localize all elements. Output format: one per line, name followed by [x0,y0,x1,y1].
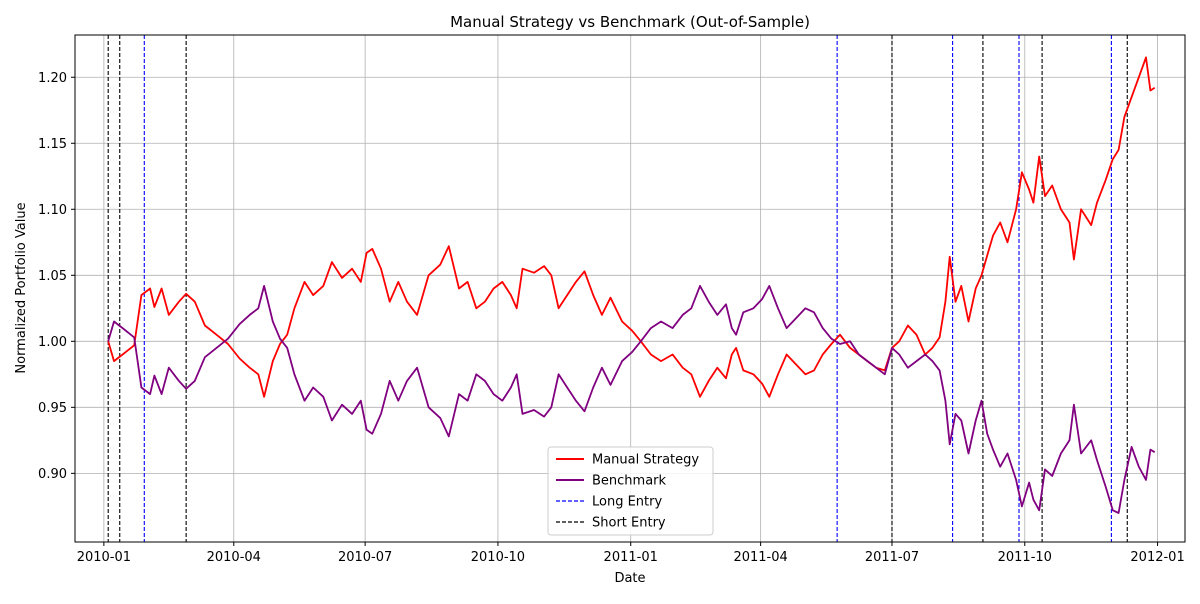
x-tick-label: 2011-01 [604,550,658,565]
x-tick-label: 2010-10 [471,550,525,565]
y-tick-label: 1.05 [38,269,67,284]
legend-label: Long Entry [592,495,662,510]
legend: Manual Strategy Benchmark Long Entry Short … [547,446,714,536]
plot-frame [74,34,1186,543]
manual-strategy-line [107,56,1156,398]
legend-label: Benchmark [592,474,667,489]
x-tick-label: 2011-07 [865,550,919,565]
y-tick-label: 0.90 [38,467,67,482]
entry-lines [107,35,1128,542]
x-tick-label: 2010-01 [77,550,131,565]
x-tick-label: 2011-04 [733,550,787,565]
y-tick-label: 0.95 [38,401,67,416]
legend-label: Short Entry [592,516,666,531]
series-lines [107,56,1156,514]
legend-box [547,446,714,536]
axes: 2010-01 2010-04 2010-07 2010-10 2011-01 2011-… [38,71,1185,565]
legend-label: Manual Strategy [592,453,699,468]
x-tick-label: 2011-10 [998,550,1052,565]
x-tick-label: 2010-04 [207,550,261,565]
y-tick-label: 1.00 [38,335,67,350]
benchmark-line [107,284,1156,514]
chart-title: Manual Strategy vs Benchmark (Out-of-Sam… [450,13,810,31]
x-tick-label: 2012-01 [1130,550,1184,565]
y-tick-label: 1.15 [38,137,67,152]
x-axis-label: Date [614,571,645,586]
y-tick-label: 1.10 [38,203,67,218]
y-tick-label: 1.20 [38,71,67,86]
y-axis-label: Normalized Portfolio Value [14,202,29,373]
x-tick-label: 2010-07 [338,550,392,565]
